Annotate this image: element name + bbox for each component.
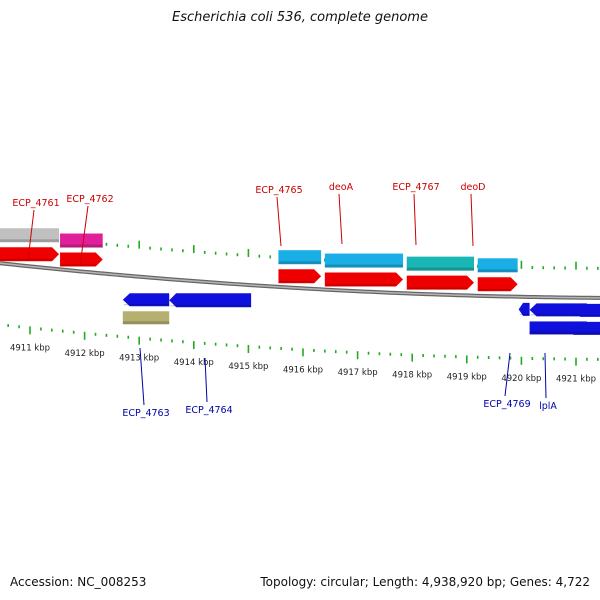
gene-feature-box: [278, 250, 322, 265]
gene-label-leader: [544, 352, 547, 399]
scale-label: 4918 kbp: [392, 371, 432, 381]
cds-forward-arrow: [324, 272, 404, 287]
gene-label-lpla: lplA: [539, 401, 557, 412]
cds-forward-arrow: [278, 269, 322, 284]
scale-label: 4914 kbp: [174, 358, 214, 368]
scale-label: 4919 kbp: [447, 372, 487, 382]
gene-feature-box: [324, 253, 404, 268]
scale-label: 4911 kbp: [10, 343, 50, 353]
cds-reverse-arrow: [122, 293, 170, 307]
gene-feature-box: [529, 321, 587, 335]
gene-feature-box-shade: [477, 269, 518, 273]
gene-feature-box: [60, 233, 103, 248]
gene-label-leader: [204, 357, 208, 403]
cds-forward-arrow: [60, 252, 103, 267]
cds-reverse-arrow: [573, 303, 600, 317]
genome-backbone-highlight: [0, 262, 600, 299]
gene-feature-box-shade: [0, 239, 60, 243]
scale-label: 4915 kbp: [228, 362, 268, 372]
gene-label-deoa: deoA: [329, 182, 354, 193]
gene-feature-box: [122, 311, 170, 325]
gene-label-ecp_4769: ECP_4769: [483, 399, 530, 410]
scale-label: 4913 kbp: [119, 354, 159, 364]
gene-feature-box-shade: [573, 331, 600, 335]
gene-feature-box: [573, 321, 600, 335]
gene-label-leader: [470, 193, 474, 247]
gene-feature-box-shade: [278, 261, 322, 265]
gene-feature-box-shade: [60, 244, 103, 248]
gene-label-ecp_4763: ECP_4763: [122, 408, 169, 419]
cds-reverse-arrow-small: [518, 302, 530, 316]
gene-label-deod: deoD: [460, 182, 485, 193]
scale-label: 4920 kbp: [501, 374, 541, 384]
gene-label-leader: [27, 209, 35, 261]
gene-feature-box-shade: [122, 321, 170, 325]
cds-reverse-arrow: [529, 303, 587, 317]
accession-label: Accession: NC_008253: [10, 575, 147, 589]
scale-label: 4917 kbp: [338, 368, 378, 378]
gene-feature-box-shade: [324, 264, 404, 268]
cds-forward-arrow: [0, 247, 60, 262]
gene-feature-box: [0, 228, 60, 243]
gene-label-ecp_4762: ECP_4762: [66, 194, 113, 205]
gene-label-leader: [139, 347, 145, 406]
scale-label: 4916 kbp: [283, 365, 323, 375]
gene-label-ecp_4764: ECP_4764: [185, 405, 232, 416]
cds-forward-arrow: [406, 275, 474, 290]
gene-label-ecp_4765: ECP_4765: [255, 185, 302, 196]
scale-label: 4912 kbp: [65, 349, 105, 359]
gene-feature-box: [406, 256, 474, 271]
gene-label-leader: [276, 196, 282, 247]
gene-label-ecp_4767: ECP_4767: [392, 182, 439, 193]
gene-label-leader: [413, 193, 417, 246]
cds-forward-arrow: [477, 277, 518, 292]
gene-feature-box-shade: [406, 267, 474, 271]
genome-title: Escherichia coli 536, complete genome: [172, 10, 428, 25]
cds-reverse-arrow: [169, 293, 252, 308]
gene-feature-box-shade: [529, 331, 587, 335]
topology-label: Topology: circular; Length: 4,938,920 bp…: [260, 575, 590, 589]
gene-label-leader: [504, 352, 511, 397]
gene-label-leader: [79, 205, 89, 267]
gene-label-leader: [338, 193, 343, 245]
scale-label: 4921 kbp: [556, 375, 596, 385]
gene-label-ecp_4761: ECP_4761: [12, 198, 59, 209]
gene-feature-box: [477, 258, 518, 273]
